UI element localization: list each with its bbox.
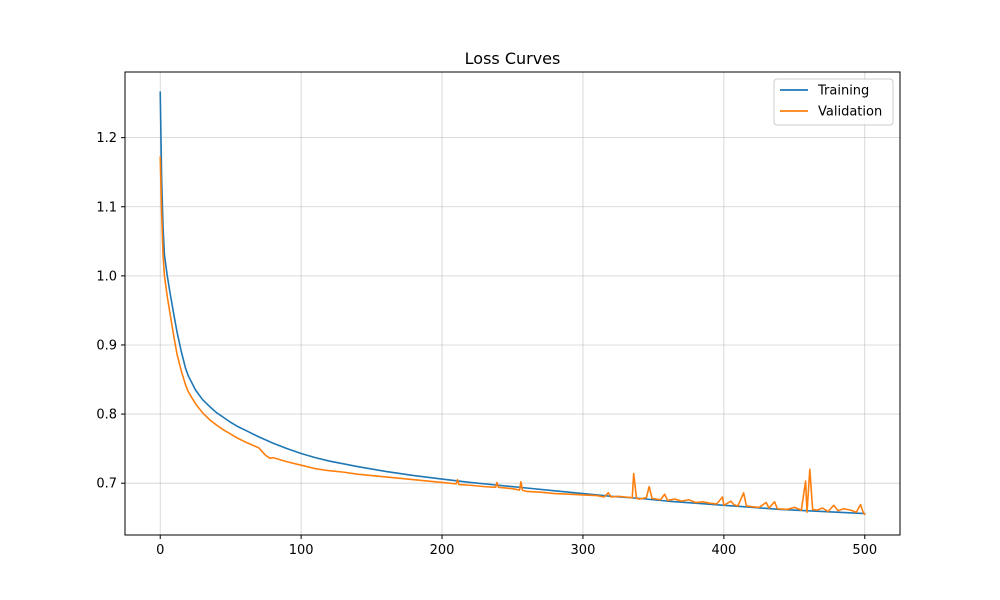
x-tick-label-0: 0 xyxy=(156,543,164,558)
axes-layer: 0 100 200 300 400 500 0.7 0.8 0.9 1.0 1.1 1.2 xyxy=(96,131,877,558)
plot-frame xyxy=(124,71,901,536)
series-line-training xyxy=(159,91,866,515)
series-layer xyxy=(159,91,866,516)
y-tick-label-5: 1.2 xyxy=(96,131,117,146)
y-tick-label-1: 0.8 xyxy=(96,408,117,423)
legend-label-training: Training xyxy=(817,84,869,99)
x-tick-label-3: 300 xyxy=(571,543,596,558)
y-tick-label-4: 1.1 xyxy=(96,200,117,215)
chart-title: Loss Curves xyxy=(465,49,561,68)
x-tick-label-5: 500 xyxy=(852,543,877,558)
y-tick-label-3: 1.0 xyxy=(96,269,117,284)
legend: Training Validation xyxy=(773,78,894,126)
legend-label-validation: Validation xyxy=(818,105,882,120)
y-tick-label-2: 0.9 xyxy=(96,338,117,353)
x-tick-label-1: 100 xyxy=(289,543,314,558)
series-line-validation xyxy=(159,156,866,516)
x-tick-label-4: 400 xyxy=(711,543,736,558)
grid-layer xyxy=(125,72,900,535)
x-tick-label-2: 200 xyxy=(430,543,455,558)
y-tick-label-0: 0.7 xyxy=(96,477,117,492)
